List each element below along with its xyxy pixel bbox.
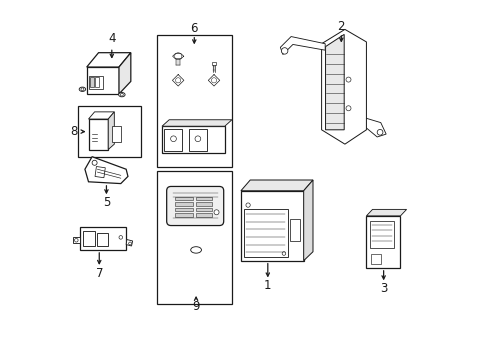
Bar — [162, 126, 224, 153]
Bar — [174, 202, 193, 206]
Circle shape — [211, 78, 216, 83]
Bar — [370, 253, 380, 264]
Bar — [174, 208, 193, 211]
Bar — [80, 226, 126, 250]
Bar — [83, 231, 94, 246]
Circle shape — [175, 78, 181, 83]
Circle shape — [346, 106, 350, 111]
Circle shape — [92, 160, 97, 165]
Text: 9: 9 — [192, 300, 200, 313]
Polygon shape — [321, 30, 366, 144]
Bar — [244, 209, 287, 257]
Circle shape — [282, 252, 285, 255]
Circle shape — [170, 136, 176, 141]
Text: 5: 5 — [102, 196, 110, 209]
Polygon shape — [366, 118, 386, 137]
Bar — [290, 220, 300, 241]
Circle shape — [214, 210, 219, 215]
Bar — [174, 213, 193, 217]
Circle shape — [245, 203, 250, 207]
Polygon shape — [88, 112, 114, 119]
FancyBboxPatch shape — [166, 186, 223, 226]
Text: 8: 8 — [70, 125, 78, 138]
Circle shape — [128, 242, 131, 245]
Text: 6: 6 — [190, 22, 198, 35]
Polygon shape — [85, 157, 128, 184]
Bar — [211, 62, 216, 65]
Bar — [156, 35, 231, 167]
Circle shape — [281, 48, 287, 54]
Circle shape — [195, 136, 201, 141]
Polygon shape — [303, 180, 312, 261]
Text: 2: 2 — [337, 20, 345, 33]
Polygon shape — [119, 53, 131, 94]
Circle shape — [346, 77, 350, 82]
Text: 7: 7 — [95, 267, 103, 280]
Bar — [95, 77, 99, 87]
Polygon shape — [86, 53, 131, 67]
Polygon shape — [73, 237, 80, 243]
Circle shape — [81, 88, 83, 91]
Polygon shape — [126, 239, 132, 246]
Bar — [196, 208, 212, 211]
Circle shape — [174, 53, 182, 60]
Polygon shape — [280, 37, 325, 54]
Bar — [156, 171, 231, 304]
Bar — [196, 213, 212, 217]
Bar — [163, 129, 182, 150]
Bar — [89, 77, 94, 87]
Bar — [88, 76, 102, 89]
Bar — [78, 107, 140, 157]
Polygon shape — [162, 120, 231, 126]
Circle shape — [74, 238, 78, 242]
Bar — [88, 119, 108, 149]
Bar — [366, 216, 400, 268]
Polygon shape — [366, 210, 406, 216]
Ellipse shape — [190, 247, 201, 253]
Circle shape — [119, 235, 122, 239]
Polygon shape — [241, 180, 312, 191]
Polygon shape — [108, 112, 114, 149]
Circle shape — [376, 130, 382, 135]
Bar — [188, 129, 206, 150]
Ellipse shape — [79, 87, 85, 91]
Bar — [86, 67, 119, 94]
Bar — [112, 126, 121, 142]
Bar — [241, 191, 303, 261]
Bar — [174, 197, 193, 201]
Text: 4: 4 — [108, 32, 115, 45]
Bar — [97, 233, 108, 246]
Ellipse shape — [119, 93, 125, 97]
Text: 1: 1 — [264, 279, 271, 292]
Polygon shape — [325, 35, 344, 130]
Bar — [95, 167, 105, 178]
Bar — [196, 202, 212, 206]
Text: 3: 3 — [379, 282, 386, 295]
Bar — [369, 221, 394, 248]
Bar — [196, 197, 212, 201]
Circle shape — [120, 93, 123, 96]
